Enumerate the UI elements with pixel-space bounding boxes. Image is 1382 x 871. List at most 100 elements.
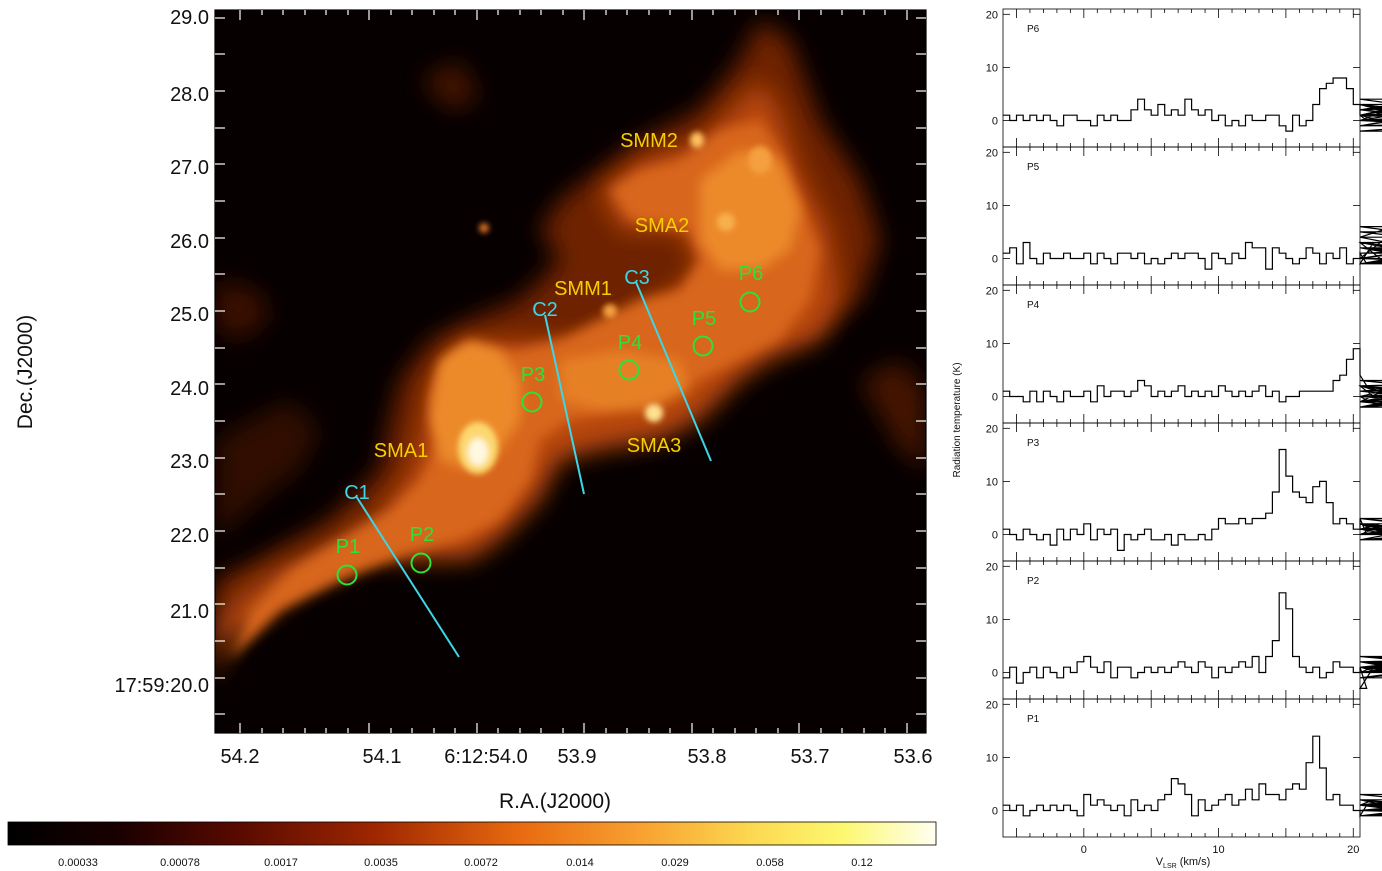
cut-line-c2 bbox=[544, 314, 585, 495]
emission-structure bbox=[215, 20, 926, 680]
spectrum-y-tick-label: 10 bbox=[986, 338, 998, 350]
spectrum-y-tick-label: 10 bbox=[986, 614, 998, 626]
spectrum-y-tick-label: 20 bbox=[986, 285, 998, 297]
spectrum-line-p6 bbox=[1003, 77, 1382, 132]
colorbar-tick-labels: 0.00033 0.00078 0.0017 0.0035 0.0072 0.0… bbox=[58, 857, 873, 869]
spectrum-y-tick-label: 10 bbox=[986, 476, 998, 488]
colorbar-tick-label: 0.058 bbox=[756, 857, 784, 869]
spectrum-x-tick-label: 10 bbox=[1212, 844, 1224, 856]
cut-line-c1 bbox=[355, 495, 460, 658]
colorbar-tick-label: 0.0035 bbox=[364, 857, 398, 869]
map-x-tick-label: 53.9 bbox=[558, 746, 597, 768]
map-y-tick-label: 24.0 bbox=[170, 378, 209, 400]
map-y-tick-label: 23.0 bbox=[170, 451, 209, 473]
position-circle-p2 bbox=[410, 552, 432, 574]
map-y-tick-label: 25.0 bbox=[170, 304, 209, 326]
position-circle-p1 bbox=[336, 564, 358, 586]
spectrum-panel-p6: 20 10 0 P6 bbox=[986, 8, 1382, 148]
spectra-y-axis-label: Radiation temperature (K) bbox=[952, 362, 963, 477]
map-x-tick-label: 54.1 bbox=[363, 746, 402, 768]
source-label-smm1: SMM1 bbox=[554, 278, 612, 300]
cut-label-c1: C1 bbox=[344, 482, 370, 504]
spectrum-y-tick-label: 0 bbox=[992, 805, 998, 817]
map-x-axis-label: R.A.(J2000) bbox=[499, 790, 611, 813]
spectrum-panel-label: P1 bbox=[1027, 714, 1040, 725]
colorbar bbox=[7, 821, 937, 846]
cut-label-c2: C2 bbox=[532, 299, 558, 321]
map-x-tick-labels: 54.2 54.1 6:12:54.0 53.9 53.8 53.7 53.6 bbox=[221, 746, 933, 768]
spectrum-y-tick-label: 20 bbox=[986, 9, 998, 21]
colorbar-tick-label: 0.00033 bbox=[58, 857, 98, 869]
spectrum-panel-label: P5 bbox=[1027, 162, 1040, 173]
map-y-axis-label: Dec.(J2000) bbox=[14, 315, 37, 429]
spectrum-line-p5 bbox=[1003, 226, 1382, 270]
spectrum-panel-p2: 20 10 0 P2 bbox=[986, 560, 1382, 700]
spectrum-panel-frame bbox=[1002, 698, 1361, 838]
colorbar-tick-label: 0.014 bbox=[566, 857, 594, 869]
spectrum-panel-frame bbox=[1002, 146, 1361, 286]
cut-label-c3: C3 bbox=[624, 267, 650, 289]
spectrum-x-tick-label: 0 bbox=[1081, 844, 1087, 856]
spectrum-panel-label: P2 bbox=[1027, 576, 1040, 587]
source-label-sma1: SMA1 bbox=[374, 440, 428, 462]
spectrum-y-tick-label: 0 bbox=[992, 391, 998, 403]
spectrum-line-p4 bbox=[1003, 348, 1382, 408]
map-y-tick-label: 17:59:20.0 bbox=[114, 675, 209, 697]
spectrum-y-tick-label: 0 bbox=[992, 529, 998, 541]
position-label-p4: P4 bbox=[618, 332, 642, 354]
colorbar-tick-label: 0.12 bbox=[851, 857, 872, 869]
position-label-p2: P2 bbox=[410, 524, 434, 546]
position-markers bbox=[336, 291, 761, 586]
position-label-p3: P3 bbox=[521, 364, 545, 386]
map-y-tick-label: 29.0 bbox=[170, 7, 209, 29]
spectrum-y-tick-label: 20 bbox=[986, 699, 998, 711]
map-y-tick-label: 26.0 bbox=[170, 231, 209, 253]
map-y-tick-label: 22.0 bbox=[170, 525, 209, 547]
source-label-smm2: SMM2 bbox=[620, 130, 678, 152]
spectrum-panel-p3: 20 10 0 P3 bbox=[986, 422, 1382, 562]
cut-line-c3 bbox=[635, 281, 712, 462]
map-x-tick-label: 6:12:54.0 bbox=[444, 746, 527, 768]
position-circle-p6 bbox=[739, 291, 761, 313]
source-label-sma2: SMA2 bbox=[635, 215, 689, 237]
spectrum-line-p3 bbox=[1003, 448, 1382, 551]
spectrum-y-tick-label: 10 bbox=[986, 200, 998, 212]
position-circle-p4 bbox=[618, 359, 640, 381]
spectrum-y-tick-label: 0 bbox=[992, 115, 998, 127]
map-x-tick-label: 53.8 bbox=[688, 746, 727, 768]
map-y-tick-label: 21.0 bbox=[170, 601, 209, 623]
spectrum-panel-label: P3 bbox=[1027, 438, 1040, 449]
map-x-tick-label: 53.6 bbox=[894, 746, 933, 768]
spectrum-y-tick-label: 10 bbox=[986, 62, 998, 74]
map-x-tick-label: 53.7 bbox=[791, 746, 830, 768]
spectrum-panel-p5: 20 10 0 P5 bbox=[986, 146, 1382, 286]
spectrum-panel-label: P4 bbox=[1027, 300, 1040, 311]
spectrum-y-tick-label: 0 bbox=[992, 253, 998, 265]
spectrum-panel-label: P6 bbox=[1027, 24, 1040, 35]
map-x-tick-label: 54.2 bbox=[221, 746, 260, 768]
map-tick-marks bbox=[215, 10, 926, 733]
spectrum-y-tick-label: 20 bbox=[986, 147, 998, 159]
colorbar-tick-label: 0.0017 bbox=[264, 857, 298, 869]
spectrum-panel-p1: 20 10 0 P1 bbox=[986, 698, 1382, 838]
spectrum-y-tick-label: 20 bbox=[986, 423, 998, 435]
spectrum-y-tick-label: 20 bbox=[986, 561, 998, 573]
position-circle-p5 bbox=[692, 335, 714, 357]
map-y-tick-labels: 29.0 28.0 27.0 26.0 25.0 24.0 23.0 22.0 … bbox=[114, 7, 209, 697]
source-label-sma3: SMA3 bbox=[627, 435, 681, 457]
map-y-tick-label: 28.0 bbox=[170, 84, 209, 106]
spectrum-y-tick-label: 10 bbox=[986, 752, 998, 764]
cut-lines bbox=[355, 281, 712, 658]
spectrum-panel-p4: 20 10 0 P4 bbox=[986, 284, 1382, 424]
position-label-p1: P1 bbox=[336, 536, 360, 558]
colorbar-tick-label: 0.00078 bbox=[160, 857, 200, 869]
position-circle-p3 bbox=[521, 391, 543, 413]
position-label-p5: P5 bbox=[692, 308, 716, 330]
spectra-x-axis-label: VLSR (km/s) bbox=[1156, 856, 1211, 870]
map-frame bbox=[214, 9, 927, 734]
spectrum-y-tick-label: 0 bbox=[992, 667, 998, 679]
colorbar-tick-label: 0.029 bbox=[661, 857, 689, 869]
spectra-panels: 20 10 0 P6 20 10 0 P5 20 10 0 P4 20 10 0 P3 20 10 0 P2 20 10 0… bbox=[986, 8, 1382, 856]
spectrum-line-p1 bbox=[1003, 735, 1382, 818]
